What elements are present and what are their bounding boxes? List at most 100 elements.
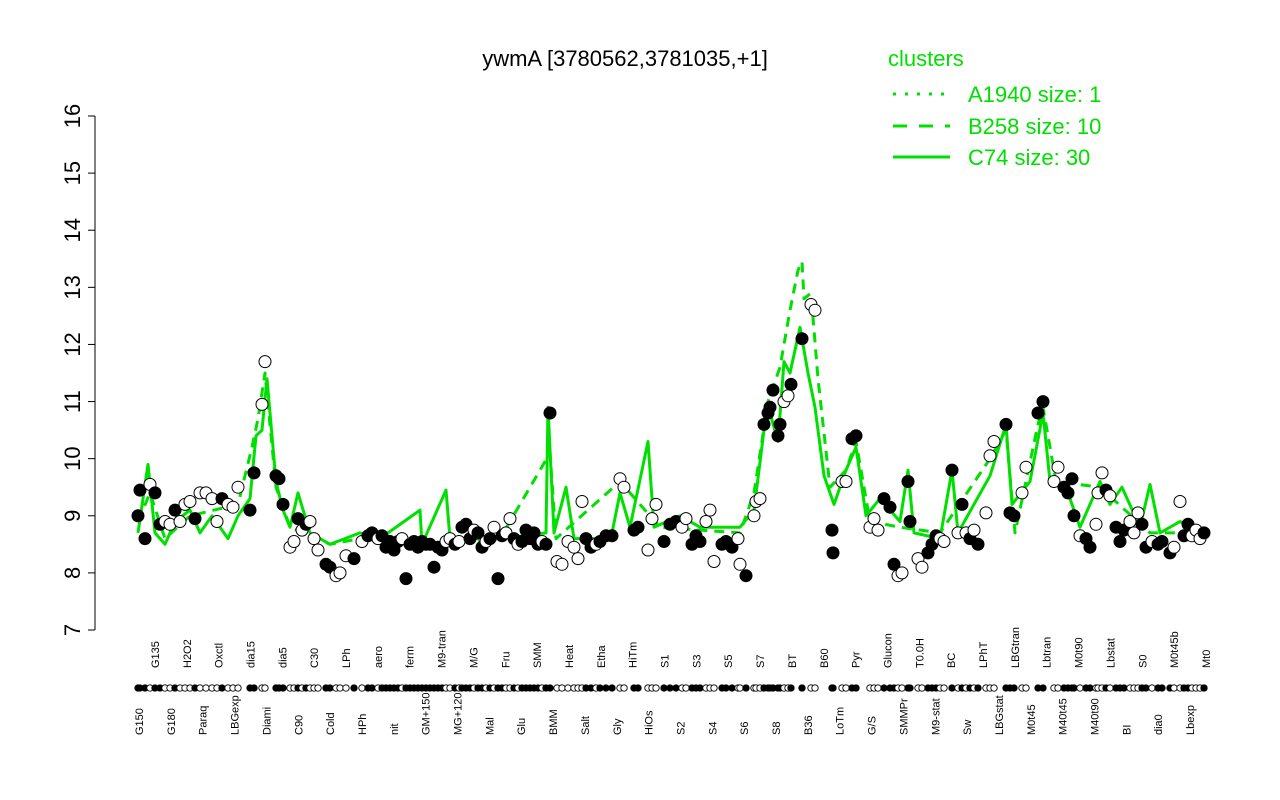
x-tick-label: LBGexp	[230, 695, 242, 735]
x-tick-label: S3	[691, 655, 703, 668]
data-point	[883, 500, 897, 514]
data-point	[483, 532, 497, 546]
data-point	[867, 512, 881, 526]
x-tick-label: Gly	[612, 718, 624, 735]
x-tick-label: SMMPr	[898, 698, 910, 735]
x-axis-marker	[722, 684, 730, 692]
x-axis-marker	[202, 684, 210, 692]
data-point	[937, 535, 951, 548]
data-point	[272, 472, 286, 486]
x-tick-label: Glu	[516, 718, 528, 735]
x-axis-marker	[1054, 684, 1062, 692]
x-axis-marker	[666, 684, 674, 692]
x-axis-marker	[358, 684, 366, 692]
data-point	[1197, 526, 1211, 540]
x-tick-label: LBGstat	[994, 695, 1006, 735]
x-tick-label: S1	[660, 655, 672, 668]
x-axis-marker	[1039, 684, 1047, 692]
x-tick-label: Etha	[596, 644, 608, 668]
data-point	[871, 523, 885, 537]
x-axis-marker	[710, 684, 718, 692]
data-point	[983, 449, 997, 463]
x-tick-label: Diami	[261, 707, 273, 735]
data-point	[138, 532, 152, 546]
legend-title: clusters	[888, 46, 964, 71]
data-point	[173, 515, 187, 528]
x-axis-marker	[546, 684, 554, 692]
data-point	[945, 463, 959, 477]
data-point	[347, 552, 361, 566]
data-point	[979, 506, 993, 520]
x-tick-label: dia15	[245, 641, 257, 668]
x-axis-marker	[368, 684, 376, 692]
data-point	[753, 492, 767, 506]
data-point	[1123, 515, 1137, 528]
data-point	[987, 435, 1001, 448]
x-axis-marker	[742, 684, 750, 692]
x-axis-marker	[250, 684, 258, 692]
data-point	[543, 406, 557, 420]
x-axis-marker	[1120, 684, 1128, 692]
x-tick-label: G/S	[867, 716, 879, 735]
data-point	[131, 509, 145, 523]
x-axis-marker	[829, 684, 837, 692]
x-axis-marker	[608, 684, 616, 692]
y-axis: 7 8 9 10 11 12 13 14 15 16	[60, 104, 96, 636]
x-axis-marker	[918, 684, 926, 692]
x-axis-marker	[682, 684, 690, 692]
data-point	[795, 332, 809, 346]
x-tick-label: LoTm	[835, 707, 847, 735]
data-point	[766, 383, 780, 397]
x-axis-marker	[811, 684, 819, 692]
data-point	[1127, 526, 1141, 540]
x-axis-marker	[990, 684, 998, 692]
data-point	[168, 503, 182, 517]
data-point	[1167, 540, 1181, 554]
data-point	[539, 537, 553, 551]
data-point	[781, 389, 795, 403]
legend-label-a1940: A1940 size: 1	[968, 82, 1101, 107]
x-tick-label: BI	[1121, 725, 1133, 735]
data-point	[605, 529, 619, 543]
x-tick-label: nit	[389, 723, 401, 735]
y-tick-label: 15	[60, 161, 85, 185]
x-axis-marker	[234, 684, 242, 692]
data-point	[693, 535, 707, 548]
data-point	[955, 497, 969, 511]
data-point	[733, 557, 747, 571]
x-tick-label: M9-stat	[930, 698, 942, 735]
x-axis-marker	[1158, 684, 1166, 692]
x-tick-label: HiTm	[628, 642, 640, 668]
x-axis-marker	[652, 684, 660, 692]
data-point	[247, 466, 261, 480]
x-axis-marker	[336, 684, 344, 692]
x-tick-label: M40t90	[1090, 698, 1102, 735]
x-axis-marker	[1010, 684, 1018, 692]
data-point	[452, 535, 466, 548]
data-point	[771, 429, 785, 443]
x-axis-marker	[1070, 684, 1078, 692]
data-point	[226, 500, 240, 514]
data-point	[503, 512, 517, 526]
data-point	[1103, 489, 1117, 503]
x-axis-marker	[634, 684, 642, 692]
data-point	[471, 526, 485, 540]
data-point	[757, 417, 771, 431]
x-tick-label: Lbexp	[1185, 705, 1197, 735]
x-axis-marker	[261, 684, 269, 692]
x-tick-label: S0	[1137, 655, 1149, 668]
data-point	[645, 512, 659, 526]
data-point	[1019, 460, 1033, 474]
x-axis-marker	[842, 684, 850, 692]
data-point	[1061, 486, 1075, 500]
data-point	[1113, 535, 1127, 548]
x-tick-label: LBGtran	[1010, 627, 1022, 668]
x-tick-label: HiOs	[644, 710, 656, 735]
y-tick-label: 16	[60, 104, 85, 128]
x-axis-marker	[660, 684, 668, 692]
x-axis-marker	[736, 684, 744, 692]
x-tick-label: SMM	[532, 642, 544, 668]
x-axis-marker	[314, 684, 322, 692]
data-point	[999, 417, 1013, 431]
x-tick-label: C30	[309, 648, 321, 668]
